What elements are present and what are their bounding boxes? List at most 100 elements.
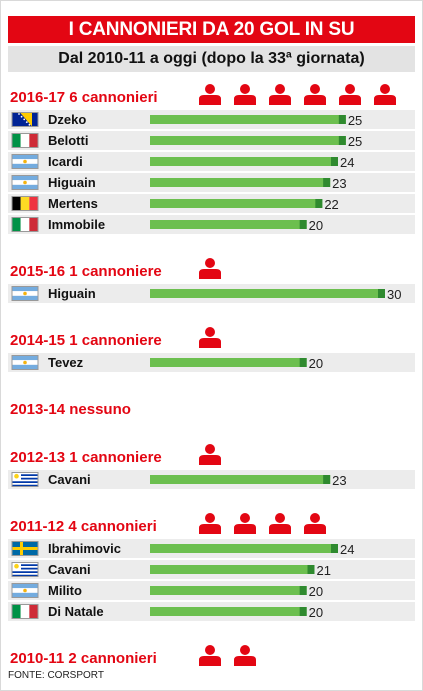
person-body xyxy=(199,656,221,666)
player-row: Dzeko 25 xyxy=(8,110,415,129)
player-name: Cavani xyxy=(48,472,91,487)
flag-icon-argentina xyxy=(11,583,39,598)
person-head xyxy=(380,84,390,94)
person-icon xyxy=(269,513,291,534)
goal-bar xyxy=(150,178,331,187)
season-title: 2010-11 2 cannonieri xyxy=(10,650,157,667)
flag-stripe xyxy=(20,217,30,232)
flag-icon-italy xyxy=(11,604,39,619)
player-row: Tevez 20 xyxy=(8,353,415,372)
goal-value-label: 25 xyxy=(348,134,362,149)
person-head xyxy=(205,444,215,454)
flag-stripe xyxy=(12,175,38,181)
person-body xyxy=(234,656,256,666)
goal-bar-end xyxy=(315,199,323,208)
flag-stripe xyxy=(12,564,38,566)
flag-stripe xyxy=(29,196,38,211)
goal-bar-end xyxy=(378,289,385,298)
goal-bar xyxy=(150,136,346,145)
goal-bar xyxy=(150,544,338,553)
flag-stripe xyxy=(20,604,30,619)
goal-bar xyxy=(150,115,346,124)
source-note: FONTE: CORSPORT xyxy=(8,670,104,681)
player-row: Mertens 22 xyxy=(8,194,415,213)
person-body xyxy=(234,524,256,534)
flag-icon-sweden xyxy=(11,541,39,556)
player-row: Milito 20 xyxy=(8,581,415,600)
season-title: 2012-13 1 cannoniere xyxy=(10,449,162,466)
flag-stripe xyxy=(29,133,38,148)
person-body xyxy=(269,524,291,534)
flag-sun xyxy=(23,159,27,164)
player-row: Ibrahimovic 24 xyxy=(8,539,415,558)
flag-border xyxy=(11,133,39,148)
player-name: Higuain xyxy=(48,286,96,301)
person-body xyxy=(234,95,256,105)
flag-stripe xyxy=(12,154,38,160)
season-group: 2014-15 1 cannoniere Tevez 20 xyxy=(8,327,415,372)
goal-bar xyxy=(150,475,331,484)
chart-title: I CANNONIERI DA 20 GOL IN SU xyxy=(8,16,415,43)
flag-icon-argentina xyxy=(11,286,39,301)
flag-icon-italy xyxy=(11,217,39,232)
person-icon xyxy=(199,258,221,279)
person-body xyxy=(199,524,221,534)
player-name: Di Natale xyxy=(48,604,104,619)
goal-bar xyxy=(150,586,307,595)
person-head xyxy=(240,645,250,655)
person-head xyxy=(240,84,250,94)
flag-stripe xyxy=(12,196,21,211)
flag-stripe xyxy=(29,217,38,232)
flag-border xyxy=(11,112,39,127)
person-icon xyxy=(234,84,256,105)
flag-icon-argentina xyxy=(11,355,39,370)
flag-star xyxy=(18,113,20,115)
flag-stripe xyxy=(12,592,38,598)
flag-stripe xyxy=(12,574,38,577)
player-name: Immobile xyxy=(48,217,105,232)
scorers-bar-chart: 2016-17 6 cannonieri Dzeko 25 Belotti 25 Icar… xyxy=(8,84,415,667)
goal-bar-end xyxy=(323,475,331,484)
player-name: Dzeko xyxy=(48,112,86,127)
goal-bar-end xyxy=(299,220,307,229)
chart-subtitle: Dal 2010-11 a oggi (dopo la 33ª giornata… xyxy=(8,46,415,72)
person-body xyxy=(269,95,291,105)
flag-stripe xyxy=(12,567,38,570)
flag-star xyxy=(28,123,31,126)
flag-border xyxy=(11,217,39,232)
flag-sun xyxy=(23,291,27,296)
flag-icon-bosnia xyxy=(11,112,39,127)
season-group: 2011-12 4 cannonieri Ibrahimovic 24 Cavani 2… xyxy=(8,513,415,621)
flag-stripe xyxy=(12,481,38,483)
goal-bar xyxy=(150,358,307,367)
person-icon xyxy=(374,84,396,105)
person-icon xyxy=(269,84,291,105)
flag-icon-uruguay xyxy=(11,472,39,487)
goal-value-label: 24 xyxy=(340,542,354,557)
goal-value-label: 25 xyxy=(348,113,362,128)
flag-stripe xyxy=(12,295,38,301)
player-name: Mertens xyxy=(48,196,98,211)
person-icon xyxy=(199,84,221,105)
flag-icon-uruguay xyxy=(11,562,39,577)
person-body xyxy=(304,95,326,105)
flag-sun xyxy=(14,473,19,479)
season-title: 2013-14 nessuno xyxy=(10,401,131,418)
season-title: 2014-15 1 cannoniere xyxy=(10,332,162,349)
flag-border xyxy=(11,196,39,211)
person-head xyxy=(205,513,215,523)
flag-border xyxy=(11,604,39,619)
goal-value-label: 20 xyxy=(309,356,323,371)
flag-sun xyxy=(23,360,27,365)
flag-stripe xyxy=(29,604,38,619)
player-row: Immobile 20 xyxy=(8,215,415,234)
season-group: 2010-11 2 cannonieriDi Natale26Cavani25 xyxy=(10,645,256,667)
goal-value-label: 24 xyxy=(340,155,354,170)
goal-bar xyxy=(150,220,307,229)
goal-value-label: 21 xyxy=(317,563,331,578)
flag-border xyxy=(11,583,39,598)
person-body xyxy=(199,269,221,279)
person-icon xyxy=(304,84,326,105)
goal-value-label: 30 xyxy=(387,287,401,302)
season-group: 2013-14 nessuno xyxy=(10,401,131,418)
